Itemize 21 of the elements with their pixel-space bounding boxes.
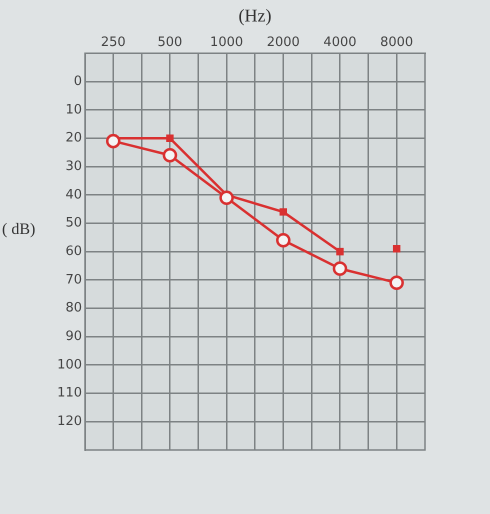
- x-tick-label: 250: [100, 34, 126, 50]
- y-tick-label: 40: [65, 187, 82, 202]
- x-axis-title: (Hz): [238, 6, 272, 26]
- y-tick-label: 70: [65, 272, 82, 288]
- y-tick-label: 20: [65, 130, 82, 146]
- y-tick-label: 90: [65, 329, 82, 344]
- y-tick-label: 100: [57, 357, 82, 372]
- y-tick-label: 10: [65, 102, 82, 118]
- y-axis-title: ( dB): [2, 220, 36, 238]
- x-tick-label: 2000: [266, 34, 300, 50]
- y-tick-label: 80: [65, 300, 82, 316]
- x-tick-label: 4000: [323, 34, 357, 50]
- y-tick-label: 50: [65, 216, 82, 231]
- x-tick-label: 500: [158, 34, 182, 50]
- x-tick-label: 8000: [380, 34, 414, 50]
- y-tick-label: 110: [57, 386, 82, 401]
- y-tick-label: 120: [57, 414, 82, 430]
- x-tick-label: 1000: [210, 34, 244, 50]
- y-tick-label: 0: [74, 74, 82, 89]
- y-tick-label: 60: [65, 244, 82, 259]
- y-tick-label: 30: [65, 158, 82, 174]
